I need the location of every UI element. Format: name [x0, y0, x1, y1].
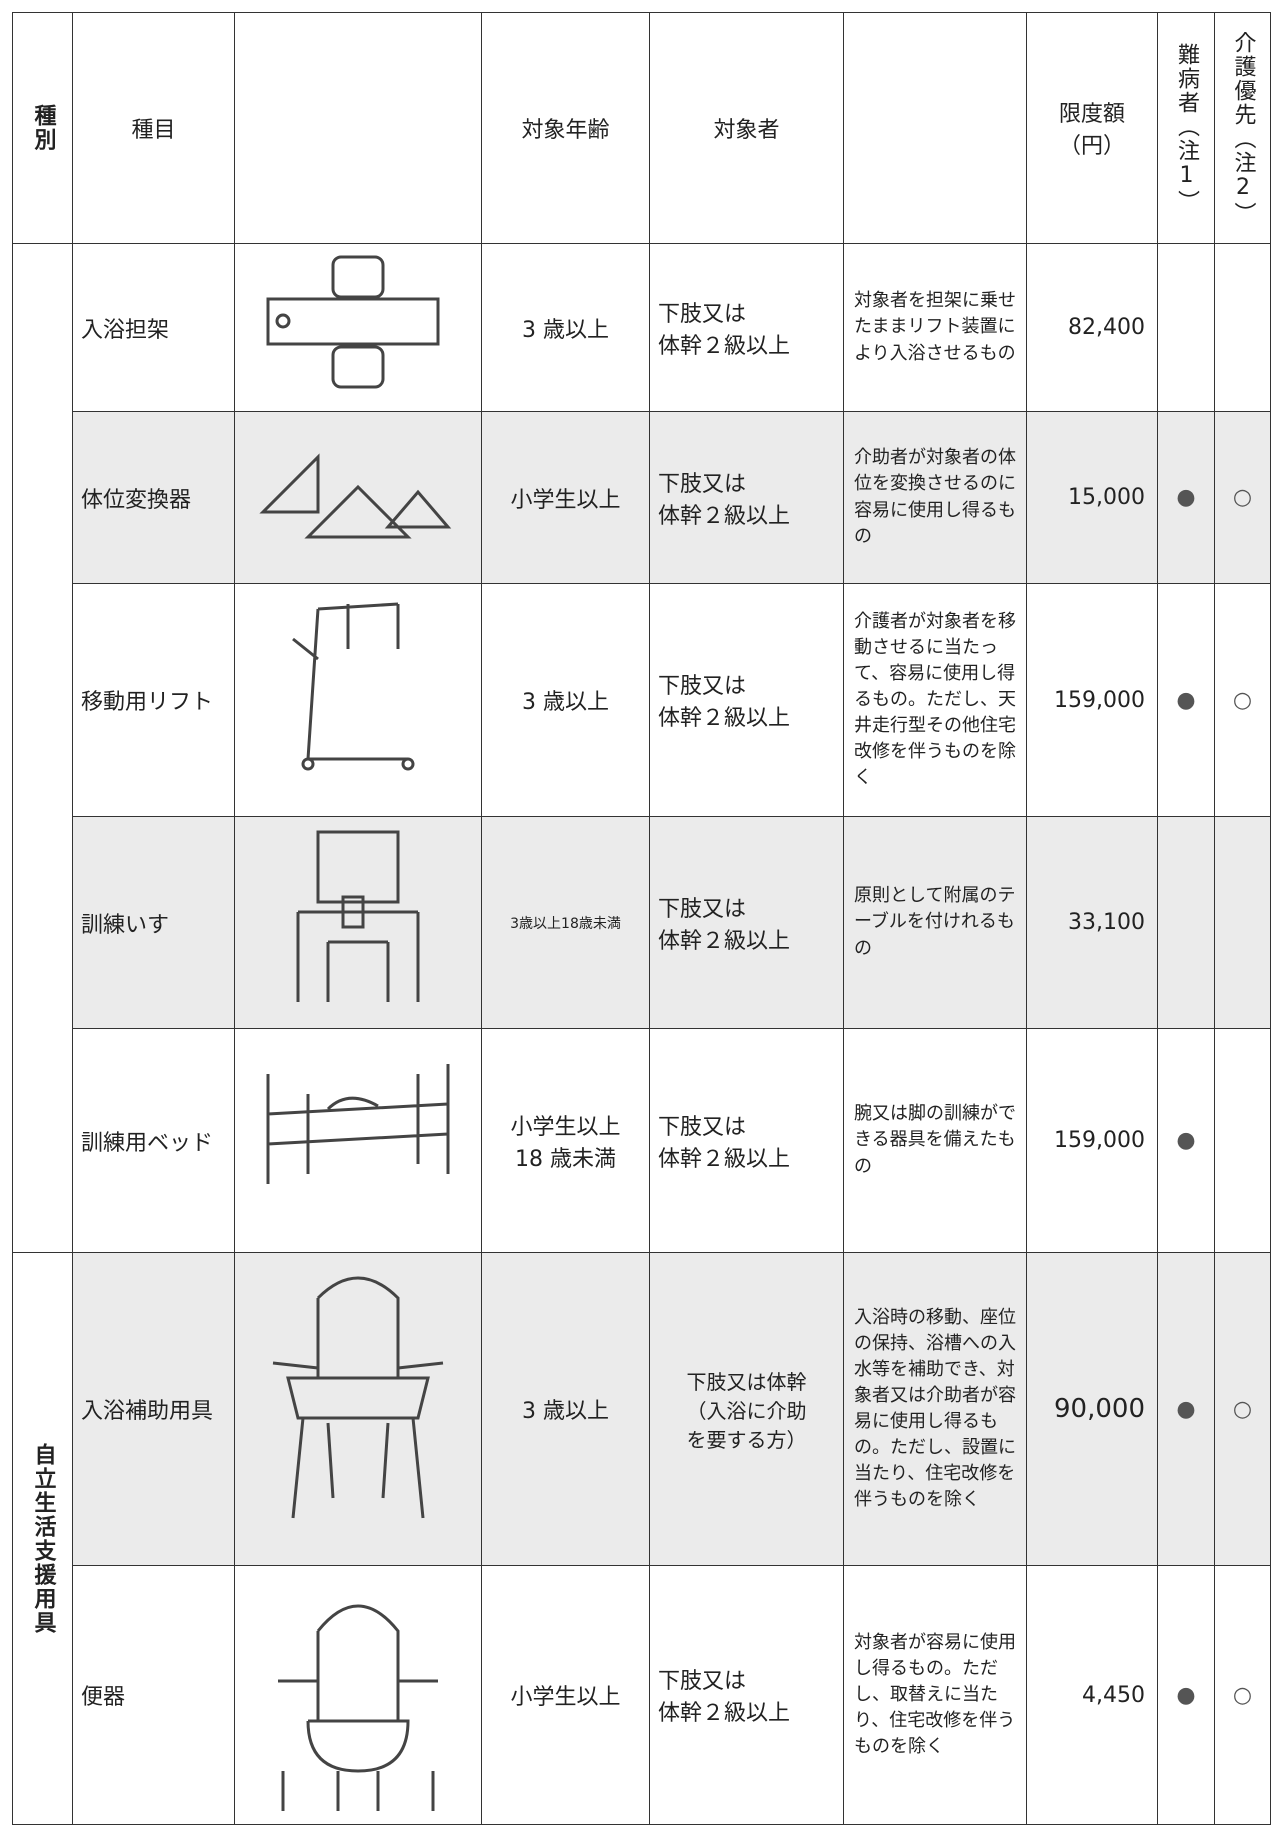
item-name: 訓練いす — [72, 816, 235, 1029]
header-item: 種目 — [72, 12, 235, 244]
table-row: 移動用リフト 3 歳以上 下肢又は 体幹２級以上 介護者が対象者を移動させるに当たって… — [13, 583, 1271, 817]
item-illustration — [296, 830, 420, 1002]
kaigo-mark: ○ — [1232, 1396, 1253, 1422]
target: 下肢又は 体幹２級以上 — [649, 243, 844, 412]
header-kind: 種別 — [30, 104, 56, 152]
item-name: 入浴補助用具 — [72, 1252, 235, 1566]
target: 下肢又は 体幹２級以上 — [649, 1565, 844, 1825]
nanbyo-cell: ● — [1157, 583, 1215, 817]
illustration-cell — [234, 1252, 482, 1566]
limit-amount: 159,000 — [1026, 1028, 1158, 1253]
equipment-table: 種別 種目 対象年齢 対象者 限度額 （円） 難病者（注1） 介護優先（注2） … — [12, 12, 1271, 1825]
illustration-cell — [234, 1028, 482, 1253]
item-name: 移動用リフト — [72, 583, 235, 817]
kaigo-mark: ○ — [1232, 485, 1253, 510]
item-name: 訓練用ベッド — [72, 1028, 235, 1253]
header-limit: 限度額 （円） — [1026, 12, 1158, 244]
item-name: 入浴担架 — [72, 243, 235, 412]
illustration-cell — [234, 1565, 482, 1825]
item-illustration — [292, 602, 415, 770]
nanbyo-cell: ● — [1157, 411, 1215, 584]
header-cell: 種別 — [12, 12, 73, 244]
target: 下肢又は体幹 （入浴に介助 を要する方） — [649, 1252, 844, 1566]
header-target: 対象者 — [649, 12, 844, 244]
item-name: 便器 — [72, 1565, 235, 1825]
table-row: 体位変換器 小学生以上 下肢又は 体幹２級以上 介助者が対象者の体位を変換させるのに容… — [13, 411, 1271, 584]
item-name: 体位変換器 — [72, 411, 235, 584]
limit-amount: 4,450 — [1026, 1565, 1158, 1825]
description: 介護者が対象者を移動させるに当たって、容易に使用し得るもの。ただし、天井走行型そ… — [843, 583, 1027, 817]
kaigo-cell: ○ — [1214, 411, 1271, 584]
limit-amount: 90,000 — [1026, 1252, 1158, 1566]
item-illustration — [259, 452, 452, 538]
kaigo-mark: ○ — [1232, 1682, 1253, 1708]
description: 入浴時の移動、座位の保持、浴槽への入水等を補助でき、対象者又は介助者が容易に使用… — [843, 1252, 1027, 1566]
description: 対象者を担架に乗せたままリフト装置により入浴させるもの — [843, 243, 1027, 412]
table-row: 入浴担架 3 歳以上 下肢又は 体幹２級以上 対象者を担架に乗せたままリフト装置により… — [12, 243, 1271, 1253]
illustration-cell — [234, 816, 482, 1029]
category-cell — [12, 243, 73, 1253]
table-body: 種別 種目 対象年齢 対象者 限度額 （円） 難病者（注1） 介護優先（注2） … — [12, 12, 1271, 1825]
table-row: 便器 小学生以上 下肢又は 体幹２級以上 対象者が容易に使用し得るもの。ただし、取替え… — [13, 1565, 1271, 1825]
header-age: 対象年齢 — [481, 12, 650, 244]
limit-amount: 15,000 — [1026, 411, 1158, 584]
nanbyo-cell — [1157, 243, 1215, 412]
target: 下肢又は 体幹２級以上 — [649, 816, 844, 1029]
target: 下肢又は 体幹２級以上 — [649, 583, 844, 817]
nanbyo-cell: ● — [1157, 1028, 1215, 1253]
nanbyo-mark: ● — [1176, 1128, 1196, 1153]
nanbyo-mark: ● — [1176, 1682, 1196, 1708]
kaigo-cell: ○ — [1214, 1565, 1271, 1825]
description: 原則として附属のテーブルを付けれるもの — [843, 816, 1027, 1029]
nanbyo-cell: ● — [1157, 1252, 1215, 1566]
item-illustration — [266, 1063, 450, 1184]
kaigo-cell — [1214, 1028, 1271, 1253]
item-illustration — [278, 1604, 438, 1811]
header-kaigo: 介護優先（注2） — [1230, 30, 1256, 226]
kaigo-cell — [1214, 816, 1271, 1029]
limit-amount: 159,000 — [1026, 583, 1158, 817]
nanbyo-mark: ● — [1176, 485, 1196, 510]
item-illustration — [272, 1276, 444, 1518]
illustration-cell — [234, 243, 482, 412]
header-nanbyo: 難病者（注1） — [1174, 42, 1199, 214]
age: 3 歳以上 — [481, 243, 650, 412]
category-cell: 自立生活支援用具 — [12, 1252, 73, 1825]
header-cell: 難病者（注1） — [1157, 12, 1215, 244]
description: 対象者が容易に使用し得るもの。ただし、取替えに当たり、住宅改修を伴うものを除く — [843, 1565, 1027, 1825]
illustration-cell — [234, 411, 482, 584]
age: 小学生以上 — [481, 411, 650, 584]
header-row: 種別 種目 対象年齢 対象者 限度額 （円） 難病者（注1） 介護優先（注2） — [12, 12, 1271, 244]
nanbyo-mark: ● — [1176, 687, 1196, 713]
age: 3 歳以上 — [481, 583, 650, 817]
limit-amount: 33,100 — [1026, 816, 1158, 1029]
target: 下肢又は 体幹２級以上 — [649, 1028, 844, 1253]
nanbyo-cell — [1157, 816, 1215, 1029]
category-label: 自立生活支援用具 — [30, 1442, 56, 1635]
age: 3歳以上18歳未満 — [481, 816, 650, 1029]
description: 介助者が対象者の体位を変換させるのに容易に使用し得るもの — [843, 411, 1027, 584]
limit-amount: 82,400 — [1026, 243, 1158, 412]
header-cell: 介護優先（注2） — [1214, 12, 1271, 244]
nanbyo-mark: ● — [1176, 1396, 1196, 1422]
age: 小学生以上 — [481, 1565, 650, 1825]
description: 腕又は脚の訓練ができる器具を備えたもの — [843, 1028, 1027, 1253]
header-cell — [843, 12, 1027, 244]
kaigo-cell — [1214, 243, 1271, 412]
table-row: 自立生活支援用具 入浴補助用具 3 歳以上 下肢又は体幹 （入浴に介助 を要する方）入… — [12, 1252, 1271, 1825]
item-illustration — [266, 255, 440, 388]
illustration-cell — [234, 583, 482, 817]
kaigo-cell: ○ — [1214, 1252, 1271, 1566]
age: 小学生以上 18 歳未満 — [481, 1028, 650, 1253]
header-cell — [234, 12, 482, 244]
target: 下肢又は 体幹２級以上 — [649, 411, 844, 584]
age: 3 歳以上 — [481, 1252, 650, 1566]
kaigo-cell: ○ — [1214, 583, 1271, 817]
table-row: 訓練用ベッド 小学生以上 18 歳未満 下肢又は 体幹２級以上 腕又は脚の訓練ができる… — [13, 1028, 1271, 1253]
table-row: 訓練いす 3歳以上18歳未満 下肢又は 体幹２級以上 原則として附属のテーブルを付けれ… — [13, 816, 1271, 1029]
nanbyo-cell: ● — [1157, 1565, 1215, 1825]
kaigo-mark: ○ — [1232, 687, 1253, 713]
